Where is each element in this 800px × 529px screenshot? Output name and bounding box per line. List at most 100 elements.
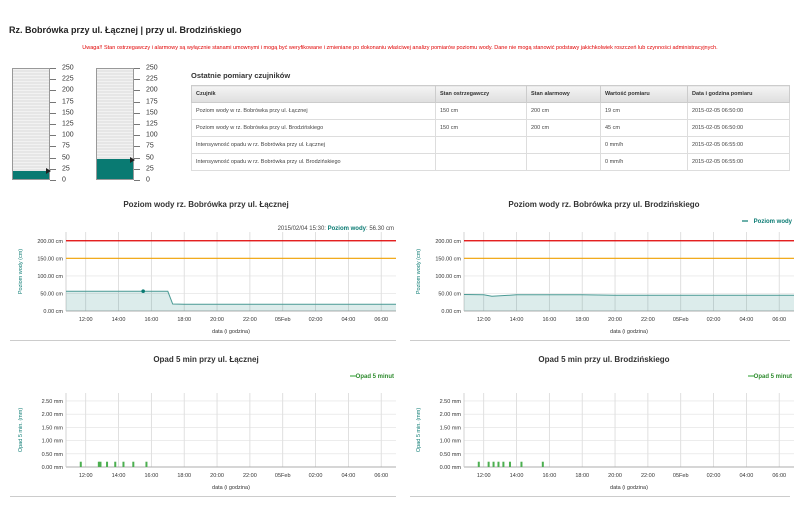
y-tick-label: 0.50 mm — [440, 452, 462, 458]
x-tick-label: 16:00 — [144, 473, 158, 479]
gauge-tick-label: 25 — [62, 165, 70, 173]
sensor-name-cell: Poziom wody w rz. Bobrówka przy ul. Łącz… — [191, 102, 436, 120]
x-tick-label: 20:00 — [608, 473, 622, 479]
x-tick-label: 14:00 — [510, 317, 524, 323]
x-axis-title: data (i godzina) — [610, 485, 648, 491]
rain-bar — [502, 461, 505, 467]
measurement-datetime-cell: 2015-02-05 06:55:00 — [687, 136, 790, 154]
x-tick-label: 06:00 — [772, 317, 786, 323]
rain-bar — [477, 461, 480, 467]
gauge-scale: 250 225 200 175 150 125 100 75 50 25 0 — [50, 65, 80, 184]
rain-bar — [520, 461, 523, 467]
gauge-tick — [50, 124, 56, 125]
gauge-tick — [134, 135, 140, 137]
rain-bar — [97, 461, 100, 467]
gauge-tick — [50, 168, 56, 170]
x-tick-label: 22:00 — [243, 473, 257, 479]
gauge-tick-label: 200 — [146, 86, 158, 94]
x-tick-label: 16:00 — [542, 473, 556, 479]
sensor-name-cell: Poziom wody w rz. Bobrówka przy ul. Brod… — [191, 119, 436, 137]
gauge-tick-label: 150 — [62, 109, 74, 117]
rain-bar — [145, 461, 148, 467]
chart-svg[interactable]: 0.00 cm 50.00 cm 100.00 cm 150.00 cm 200.00 … — [10, 208, 402, 338]
y-tick-label: 200.00 cm — [37, 239, 63, 245]
chart-svg[interactable]: 0.00 mm 0.50 mm 1.00 mm 1.50 mm 2.00 mm 2.50 … — [408, 363, 800, 498]
x-tick-label: 18:00 — [575, 317, 589, 323]
rain-bar — [99, 461, 102, 467]
gauge-tick — [134, 146, 140, 148]
y-tick-label: 1.00 mm — [440, 439, 462, 445]
x-tick-label: 12:00 — [477, 473, 491, 479]
y-axis-title: Opad 5 min. (mm) — [416, 408, 422, 452]
x-tick-label: 22:00 — [243, 317, 257, 323]
x-tick-label: 06:00 — [374, 473, 388, 479]
tooltip-series: Poziom wody — [328, 226, 367, 232]
x-tick-label: 05Feb — [275, 317, 291, 323]
gauge-tick — [50, 68, 56, 69]
tooltip-date: 2015/02/04 15:30: — [278, 226, 328, 232]
gauge-tick — [50, 180, 56, 181]
gauge-level-marker — [46, 168, 51, 175]
y-tick-label: 100.00 cm — [435, 274, 461, 280]
y-tick-label: 2.50 mm — [440, 399, 462, 405]
disclaimer-warning: Uwaga!! Stan ostrzegawczy i alarmowy są … — [82, 45, 718, 51]
gauge-tick-label: 25 — [146, 165, 154, 173]
rain-bar — [508, 461, 511, 467]
gauge-tick — [134, 112, 140, 114]
gauge-tick-label: 75 — [146, 142, 154, 150]
y-axis-title: Poziom wody (cm) — [416, 249, 422, 294]
gauge-tick-label: 50 — [146, 154, 154, 162]
y-tick-label: 1.50 mm — [440, 425, 462, 431]
legend-label: Opad 5 minut — [356, 374, 394, 380]
chart-title: Opad 5 min przy ul. Brodzińskiego — [538, 355, 670, 364]
chart-divider — [10, 340, 396, 341]
measurement-datetime-cell: 2015-02-05 06:50:00 — [687, 102, 790, 120]
gauge-tick-label: 0 — [146, 176, 150, 184]
table-row: Poziom wody w rz. Bobrówka przy ul. Łącz… — [191, 102, 790, 120]
chart-divider — [410, 496, 790, 497]
x-tick-label: 02:00 — [309, 473, 323, 479]
rain-bar — [132, 461, 135, 467]
column-header: Stan alarmowy — [526, 85, 601, 103]
alarm-level-cell: 200 cm — [526, 119, 601, 137]
gauge-tick-label: 100 — [62, 131, 74, 139]
chart-svg[interactable]: 0.00 cm 50.00 cm 100.00 cm 150.00 cm 200.00 … — [408, 208, 800, 338]
rain-bar — [497, 461, 500, 467]
x-axis-title: data (i godzina) — [212, 485, 250, 491]
y-tick-label: 0.00 cm — [441, 309, 461, 315]
gauge-tick — [134, 168, 140, 170]
chart-title: Poziom wody rz. Bobrówka przy ul. Brodzi… — [508, 200, 700, 209]
x-tick-label: 12:00 — [477, 317, 491, 323]
gauge-tick — [134, 180, 140, 181]
series-line — [66, 290, 396, 305]
sensor-name-cell: Intensywność opadu w rz. Bobrówka przy u… — [191, 153, 436, 171]
x-tick-label: 16:00 — [542, 317, 556, 323]
x-tick-label: 14:00 — [112, 473, 126, 479]
y-tick-label: 0.00 cm — [43, 309, 63, 315]
sensor-name-cell: Intensywność opadu w rz. Bobrówka przy u… — [191, 136, 436, 154]
y-tick-label: 50.00 cm — [438, 291, 461, 297]
gauge-tick — [50, 157, 56, 159]
rainfall-chart-brodzinskiego: Opad 5 min przy ul. Brodzińskiego 0.00 m… — [408, 353, 800, 498]
gauge-tick — [50, 90, 56, 92]
rain-bar — [541, 461, 544, 467]
series-line — [463, 294, 794, 297]
sensor-readings-table: Czujnik Stan ostrzegawczy Stan alarmowy … — [191, 85, 790, 171]
gauge-tick-label: 225 — [62, 75, 74, 83]
y-tick-label: 0.00 mm — [440, 465, 462, 471]
y-tick-label: 0.50 mm — [42, 452, 64, 458]
water-level-chart-brodzinskiego: Poziom wody rz. Bobrówka przy ul. Brodzi… — [408, 198, 800, 338]
gauge-level-marker — [130, 156, 135, 163]
chart-svg[interactable]: 0.00 mm 0.50 mm 1.00 mm 1.50 mm 2.00 mm 2.50 … — [10, 363, 402, 498]
y-tick-label: 50.00 cm — [40, 291, 63, 297]
water-level-chart-lacznej: Poziom wody rz. Bobrówka przy ul. Łączne… — [10, 198, 402, 338]
x-tick-label: 18:00 — [177, 317, 191, 323]
gauge-tick-label: 125 — [62, 120, 74, 128]
x-tick-label: 14:00 — [510, 473, 524, 479]
column-header: Czujnik — [191, 85, 436, 103]
alarm-level-cell — [526, 153, 601, 171]
x-tick-label: 16:00 — [144, 317, 158, 323]
x-tick-label: 18:00 — [177, 473, 191, 479]
gauge-tube — [96, 68, 134, 180]
measurement-datetime-cell: 2015-02-05 06:55:00 — [687, 153, 790, 171]
